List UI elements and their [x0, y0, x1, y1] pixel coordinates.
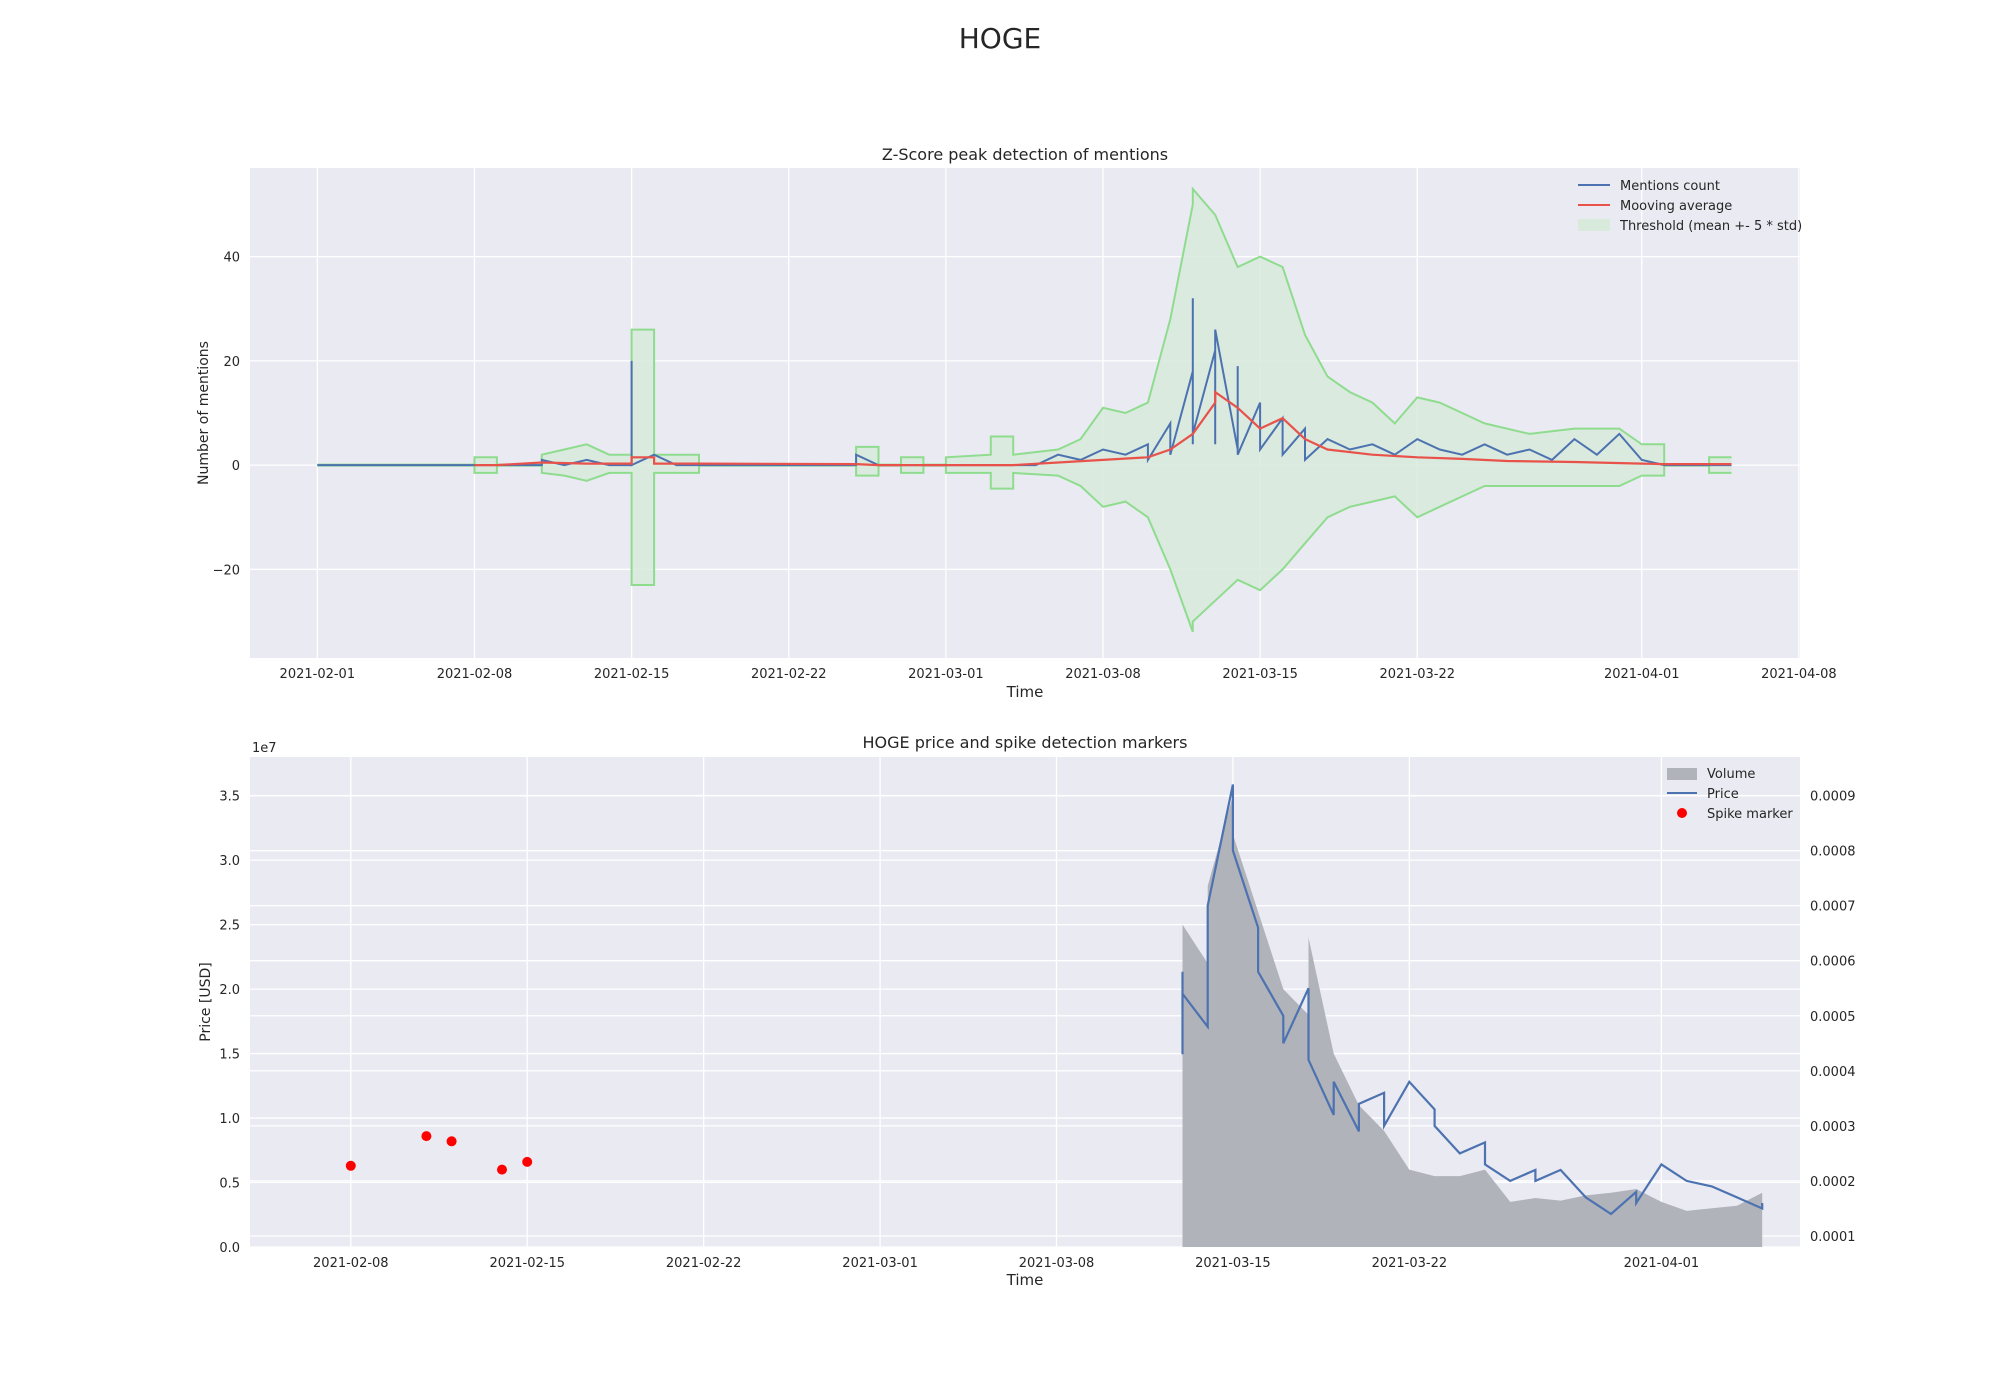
mentions-y-ticks: −20 0 20 40 — [213, 251, 240, 579]
mentions-x-tick-label: 2021-02-01 — [280, 667, 356, 682]
price-x-tick-label: 2021-03-15 — [1195, 1256, 1271, 1271]
price-spike-layer — [345, 1131, 533, 1175]
threshold-lower-line — [317, 464, 1732, 633]
legend-label-price: Price — [1707, 787, 1739, 802]
price-y-left-tick-label: 3.5 — [219, 790, 240, 805]
price-y-left-tick-label: 1.0 — [219, 1112, 240, 1127]
price-plot-area — [250, 757, 1800, 1247]
mentions-y-tick-label: 0 — [232, 459, 240, 474]
spike-marker — [345, 1160, 356, 1171]
price-y-right-tick-label: 0.0008 — [1810, 845, 1856, 860]
price-y-right-tick-label: 0.0007 — [1810, 900, 1856, 915]
legend-label-spike-marker: Spike marker — [1707, 807, 1793, 822]
price-x-tick-label: 2021-03-01 — [842, 1256, 918, 1271]
price-y-left-tick-label: 0.0 — [219, 1241, 240, 1256]
mentions-x-axis-label: Time — [1006, 683, 1044, 701]
mentions-band-layer — [317, 186, 1732, 633]
volume-area — [1182, 795, 1763, 1247]
legend-label-volume: Volume — [1707, 767, 1755, 782]
mentions-x-tick-label: 2021-03-01 — [908, 667, 984, 682]
price-chart-title: HOGE price and spike detection markers — [863, 733, 1188, 752]
spike-marker — [446, 1136, 457, 1147]
price-y-left-tick-label: 3.0 — [219, 854, 240, 869]
price-volume-layer — [1182, 795, 1763, 1247]
mentions-x-tick-label: 2021-04-08 — [1761, 667, 1837, 682]
mentions-x-tick-label: 2021-03-22 — [1379, 667, 1455, 682]
price-y-left-tick-label: 0.5 — [219, 1177, 240, 1192]
price-y-left-tick-label: 1.5 — [219, 1048, 240, 1063]
mentions-x-tick-label: 2021-02-15 — [594, 667, 670, 682]
price-y-ticks-right: 0.0001 0.0002 0.0003 0.0004 0.0005 0.0006 0.00… — [1810, 790, 1856, 1245]
price-y-left-tick-label: 2.0 — [219, 983, 240, 998]
price-x-axis-label: Time — [1006, 1271, 1044, 1289]
price-line — [1181, 784, 1764, 1216]
legend-label-threshold: Threshold (mean +- 5 * std) — [1619, 219, 1802, 234]
legend-swatch-threshold — [1578, 219, 1610, 231]
price-chart: 2021-02-08 2021-02-15 2021-02-22 2021-03-01… — [198, 733, 1856, 1289]
spike-marker — [421, 1131, 432, 1142]
price-y-right-tick-label: 0.0005 — [1810, 1010, 1856, 1025]
mentions-x-tick-label: 2021-04-01 — [1604, 667, 1680, 682]
price-x-tick-label: 2021-03-22 — [1372, 1256, 1448, 1271]
spike-marker — [522, 1156, 533, 1167]
mentions-x-tick-label: 2021-02-22 — [751, 667, 827, 682]
price-y-ticks-left: 0.0 0.5 1.0 1.5 2.0 2.5 3.0 3.5 — [219, 790, 240, 1256]
price-legend: Volume Price Spike marker — [1667, 767, 1793, 822]
mentions-y-tick-label: 20 — [223, 355, 240, 370]
threshold-upper-line — [317, 186, 1732, 466]
mentions-x-ticks: 2021-02-01 2021-02-08 2021-02-15 2021-02-22… — [280, 667, 1837, 682]
legend-label-mooving-average: Mooving average — [1620, 199, 1732, 214]
price-line-layer — [1181, 784, 1764, 1216]
price-x-tick-label: 2021-02-08 — [313, 1256, 389, 1271]
price-y-right-tick-label: 0.0004 — [1810, 1065, 1856, 1080]
mentions-y-axis-label: Number of mentions — [196, 341, 212, 485]
mentions-y-tick-label: 40 — [223, 251, 240, 266]
price-x-tick-label: 2021-04-01 — [1624, 1256, 1700, 1271]
legend-swatch-volume — [1667, 768, 1697, 780]
mentions-plot-area — [250, 168, 1800, 658]
price-y-left-tick-label: 2.5 — [219, 919, 240, 934]
mentions-legend: Mentions count Mooving average Threshold… — [1578, 179, 1802, 234]
price-y-axis-label: Price [USD] — [198, 962, 214, 1041]
price-x-tick-label: 2021-03-08 — [1019, 1256, 1095, 1271]
price-x-tick-label: 2021-02-22 — [666, 1256, 742, 1271]
mentions-chart: 2021-02-01 2021-02-08 2021-02-15 2021-02-22… — [196, 145, 1837, 701]
price-y-right-tick-label: 0.0006 — [1810, 955, 1856, 970]
mentions-y-tick-label: −20 — [213, 563, 240, 578]
price-y-offset-label: 1e7 — [252, 741, 277, 756]
moving-average-line — [474, 389, 1732, 467]
price-x-ticks: 2021-02-08 2021-02-15 2021-02-22 2021-03-01… — [313, 1256, 1699, 1271]
price-y-right-tick-label: 0.0009 — [1810, 790, 1856, 805]
mentions-x-tick-label: 2021-03-15 — [1222, 667, 1298, 682]
figure-title: HOGE — [959, 22, 1041, 55]
mentions-line-layer — [317, 298, 1732, 467]
price-y-right-tick-label: 0.0001 — [1810, 1230, 1856, 1245]
mentions-x-tick-label: 2021-03-08 — [1065, 667, 1141, 682]
price-x-tick-label: 2021-02-15 — [489, 1256, 565, 1271]
legend-label-mentions-count: Mentions count — [1620, 179, 1720, 194]
threshold-band-area — [317, 188, 1732, 632]
spike-marker — [497, 1164, 507, 1175]
legend-swatch-spike-marker — [1677, 808, 1687, 818]
price-y-right-tick-label: 0.0003 — [1810, 1120, 1856, 1135]
mentions-chart-title: Z-Score peak detection of mentions — [882, 145, 1168, 164]
price-y-right-tick-label: 0.0002 — [1810, 1175, 1856, 1190]
mentions-x-tick-label: 2021-02-08 — [437, 667, 513, 682]
